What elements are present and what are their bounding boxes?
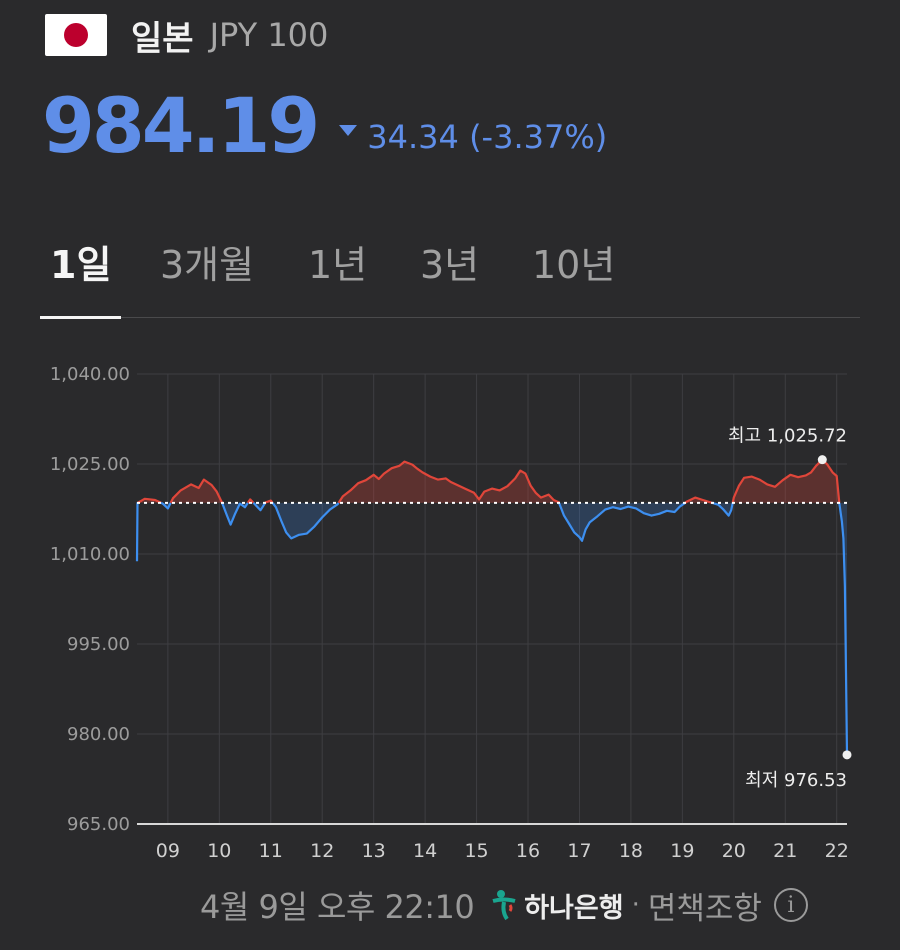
x-tick-label: 11	[259, 840, 283, 862]
x-tick-label: 17	[567, 840, 591, 862]
price-change: 34.34 (-3.37%)	[339, 118, 607, 156]
area-below-baseline	[712, 502, 733, 516]
y-tick-label: 1,040.00	[50, 364, 130, 385]
period-tabs: 1일 3개월 1년 3년 10년	[39, 240, 860, 319]
x-tick-label: 09	[156, 840, 180, 862]
x-tick-label: 18	[619, 840, 643, 862]
series-line-down	[135, 501, 139, 562]
price-row: 984.19 34.34 (-3.37%)	[42, 88, 607, 164]
x-tick-label: 10	[207, 840, 231, 862]
series-line-down	[252, 502, 267, 512]
series-line-up	[684, 496, 713, 504]
x-tick-label: 14	[413, 840, 437, 862]
series-line-up	[246, 498, 255, 504]
tab-3-months[interactable]: 3개월	[160, 243, 255, 287]
low-label: 최저 976.53	[745, 770, 847, 791]
tab-3-years[interactable]: 3년	[420, 243, 480, 287]
y-tick-label: 1,025.00	[50, 454, 130, 475]
country-name: 일본	[131, 18, 194, 59]
area-above-baseline	[338, 461, 559, 503]
series-line-down	[271, 502, 340, 540]
bank-link[interactable]: 하나은행	[490, 886, 624, 925]
series-line-up	[337, 460, 561, 504]
y-tick-label: 1,010.00	[50, 544, 130, 565]
y-tick-label: 995.00	[67, 634, 130, 655]
tab-1-year[interactable]: 1년	[308, 243, 368, 287]
x-tick-label: 15	[464, 840, 488, 862]
x-tick-label: 20	[722, 840, 746, 862]
price-chart: 1,040.00 1,025.00 1,010.00 995.00 980.00 965.…	[50, 364, 852, 862]
x-tick-label: 21	[773, 840, 797, 862]
tab-1-day[interactable]: 1일	[39, 240, 122, 319]
x-tick-label: 13	[362, 840, 386, 862]
area-below-baseline	[272, 502, 339, 539]
series-line-down	[838, 501, 849, 755]
down-triangle-icon	[339, 124, 358, 136]
x-tick-label: 16	[516, 840, 540, 862]
series-line-up	[731, 458, 841, 504]
timestamp: 4월 9일 오후 22:10	[200, 888, 475, 926]
x-tick-label: 12	[310, 840, 334, 862]
series-line-down	[711, 501, 734, 517]
price-change-value: 34.34 (-3.37%)	[367, 118, 608, 156]
area-above-baseline	[170, 479, 223, 503]
tab-10-years[interactable]: 10년	[532, 243, 616, 287]
area-above-baseline	[732, 459, 840, 503]
series-line-down	[160, 501, 172, 510]
y-tick-label: 965.00	[67, 814, 130, 835]
x-tick-label: 19	[670, 840, 694, 862]
header: 일본 JPY 100	[45, 12, 329, 59]
current-price: 984.19	[42, 81, 320, 170]
high-label: 최고 1,025.72	[728, 426, 847, 447]
disclaimer-link[interactable]: 면책조항	[647, 890, 762, 927]
separator: ·	[631, 890, 640, 920]
hana-bank-logo-icon	[490, 888, 518, 922]
info-circle-icon[interactable]: i	[773, 888, 808, 922]
y-tick-label: 980.00	[67, 724, 130, 745]
series-line-up	[169, 478, 224, 504]
high-point-marker	[817, 455, 827, 465]
footer: 4월 9일 오후 22:10 하나은행 · 면책조항 i	[200, 882, 808, 928]
series-line-up	[137, 497, 162, 504]
currency-code: JPY 100	[209, 16, 329, 54]
x-tick-label: 22	[825, 840, 849, 862]
japan-flag-icon	[45, 14, 107, 56]
series-line-down	[221, 502, 249, 526]
area-below-baseline	[559, 502, 686, 541]
low-point-marker	[842, 750, 852, 760]
series-line-down	[557, 501, 686, 542]
bank-name: 하나은행	[524, 892, 624, 924]
